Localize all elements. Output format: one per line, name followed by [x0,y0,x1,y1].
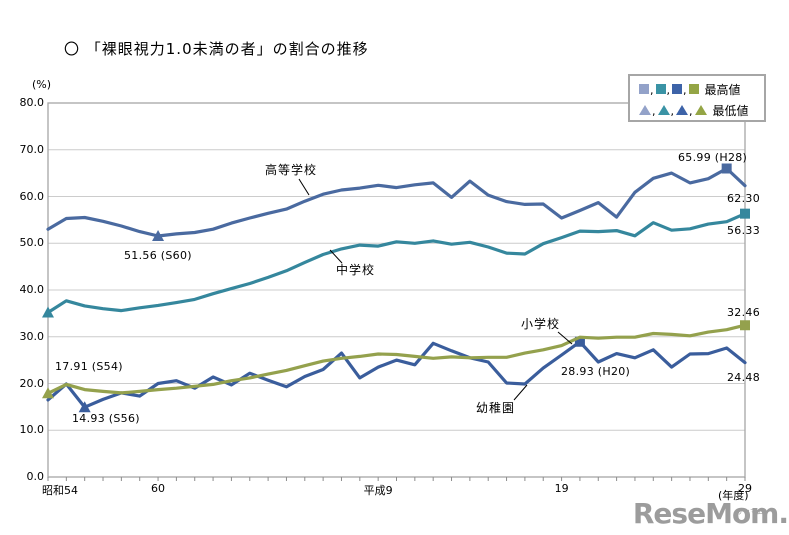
legend-max-glyphs: ,,, [638,83,700,97]
legend-comma: , [689,104,693,118]
series-line-junior-high-school [46,212,747,315]
x-axis-tick-label: 19 [554,482,569,495]
value-annotation: 56.33 [727,224,760,237]
legend-comma: , [683,83,687,97]
value-annotation: 14.93 (S56) [72,412,140,425]
resemom-watermark-text: ReseMom. [632,497,789,530]
y-axis-tick-label: 0.0 [26,470,45,483]
min-marker-high-school [152,229,165,241]
legend-comma: , [666,83,671,97]
chart-title: 〇 「裸眼視力1.0未満の者」の割合の推移 [64,40,369,58]
y-axis-tick-label: 40.0 [19,283,45,296]
legend-comma: , [652,104,656,118]
resemom-watermark: リセマム ReseMom. [632,497,789,530]
max-marker-elementary-school [740,320,750,331]
value-annotation: 32.46 [727,306,760,319]
series-line-high-school [46,166,747,238]
y-axis-tick-label: 60.0 [19,189,45,203]
y-axis-tick-label: 80.0 [19,96,45,109]
value-annotation: 24.48 [727,371,760,384]
value-annotation: 17.91 (S54) [55,360,123,373]
max-marker-junior-high-school [740,208,750,219]
legend-max-label: 最高値 [704,83,741,97]
legend-comma: , [650,83,654,97]
min-marker-kindergarten [78,401,91,413]
legend-triangle-glyph [657,104,670,115]
value-annotation: 28.93 (H20) [561,365,631,378]
series-label: 中学校 [336,263,376,277]
legend-square-glyph [639,83,649,94]
legend-triangle-glyph [694,104,707,115]
y-axis-tick-label: 30.0 [19,329,45,343]
legend-square-glyph [688,83,699,94]
legend-triangle-glyph [639,104,651,115]
legend-square-glyph [672,83,682,94]
x-axis-tick-label: 昭和54 [42,484,78,497]
series-label: 幼稚園 [476,401,516,415]
y-axis-unit-label: (%) [32,78,52,91]
legend-square-glyph [655,83,666,94]
y-axis-tick-label: 20.0 [19,376,45,390]
callout-leader-line [298,178,310,196]
legend-min-label: 最低値 [712,104,749,118]
min-marker-junior-high-school [42,306,54,318]
max-marker-kindergarten [574,336,585,347]
resemom-watermark-ruby: リセマム [736,508,764,516]
x-axis-unit-label: (年度) [718,489,749,502]
x-axis-tick-label: 平成9 [363,484,393,497]
series-line-elementary-school [46,323,747,395]
legend-row-min: ,,, 最低値 [638,100,764,121]
callout-leader-line [513,384,528,401]
x-axis-tick-label: 60 [151,482,166,495]
y-axis-tick-label: 50.0 [19,236,45,250]
legend: ,,, 最高値 ,,, 最低値 [628,74,766,122]
legend-row-max: ,,, 最高値 [638,79,764,100]
x-axis-tick-label: 29 [738,482,752,495]
max-marker-high-school [721,163,732,174]
min-marker-elementary-school [42,387,54,399]
y-axis-tick-label: 70.0 [19,142,45,156]
legend-min-glyphs: ,,, [638,104,708,118]
legend-triangle-glyph [676,104,688,115]
callout-leader-line [557,331,573,345]
value-annotation: 65.99 (H28) [678,151,748,164]
legend-comma: , [670,104,675,118]
series-label: 小学校 [521,317,561,331]
value-annotation: 51.56 (S60) [124,249,192,262]
callout-leader-line [329,249,343,264]
series-line-kindergarten [46,340,747,409]
value-annotation: 62.30 [727,192,760,205]
series-label: 高等学校 [265,163,318,177]
y-axis-tick-label: 10.0 [19,423,45,437]
